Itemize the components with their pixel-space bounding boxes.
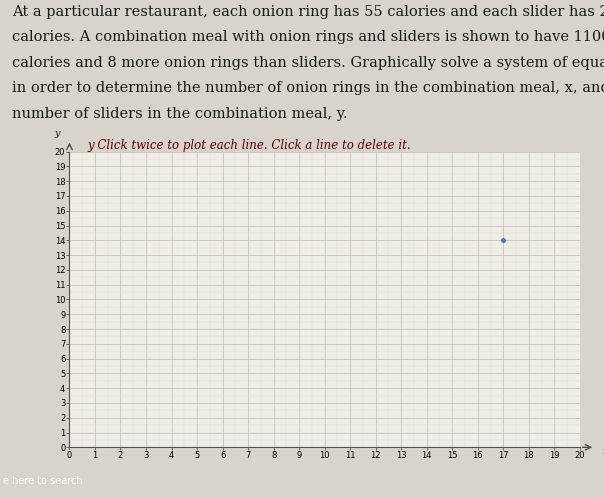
- Text: At a particular restaurant, each onion ring has 55 calories and each slider has : At a particular restaurant, each onion r…: [12, 5, 604, 19]
- Text: y Click twice to plot each line. Click a line to delete it.: y Click twice to plot each line. Click a…: [88, 139, 411, 152]
- Text: x: x: [603, 447, 604, 456]
- Text: y: y: [54, 129, 59, 138]
- Text: calories. A combination meal with onion rings and sliders is shown to have 1100 : calories. A combination meal with onion …: [12, 30, 604, 44]
- Text: calories and 8 more onion rings than sliders. Graphically solve a system of equa: calories and 8 more onion rings than sli…: [12, 56, 604, 70]
- Text: number of sliders in the combination meal, y.: number of sliders in the combination mea…: [12, 107, 348, 121]
- Text: in order to determine the number of onion rings in the combination meal, x, and : in order to determine the number of onio…: [12, 82, 604, 95]
- Text: e here to search: e here to search: [3, 476, 83, 486]
